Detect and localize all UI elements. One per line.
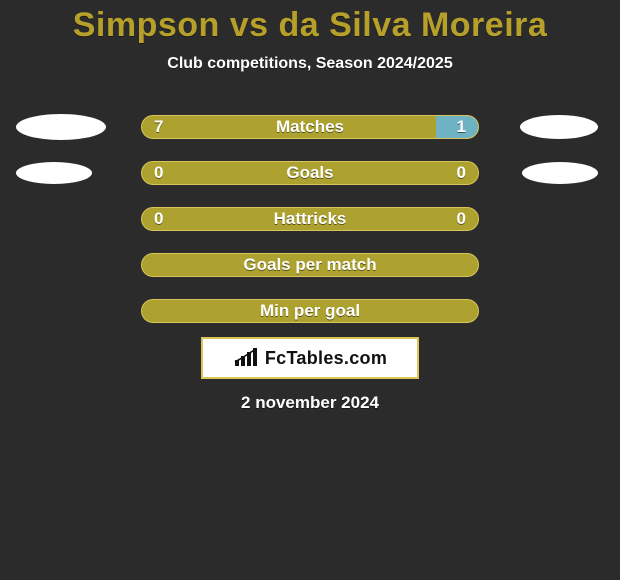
source-badge: FcTables.com [201, 337, 419, 379]
date-text: 2 november 2024 [0, 393, 620, 413]
stat-row: Matches71 [0, 115, 620, 139]
stat-row: Goals per match [0, 253, 620, 277]
page-root: Simpson vs da Silva Moreira Club competi… [0, 0, 620, 580]
bar-left-fill [142, 254, 478, 276]
stats-rows: Matches71Goals00Hattricks00Goals per mat… [0, 115, 620, 323]
stat-bar: Min per goal [141, 299, 479, 323]
stat-left-value: 0 [154, 209, 163, 229]
stat-bar: Goals00 [141, 161, 479, 185]
stat-right-value: 0 [457, 163, 466, 183]
stat-right-value: 0 [457, 209, 466, 229]
side-ellipse [16, 114, 106, 140]
side-ellipse [520, 115, 598, 139]
stat-bar: Goals per match [141, 253, 479, 277]
bars-icon [233, 348, 259, 368]
page-title: Simpson vs da Silva Moreira [0, 0, 620, 45]
bar-left-fill [142, 162, 478, 184]
bar-left-fill [142, 116, 436, 138]
stat-row: Goals00 [0, 161, 620, 185]
stat-left-value: 7 [154, 117, 163, 137]
side-ellipse [522, 162, 598, 184]
bar-left-fill [142, 300, 478, 322]
bar-left-fill [142, 208, 478, 230]
stat-left-value: 0 [154, 163, 163, 183]
stat-right-value: 1 [457, 117, 466, 137]
stat-bar: Hattricks00 [141, 207, 479, 231]
source-badge-text: FcTables.com [265, 348, 387, 369]
stat-row: Hattricks00 [0, 207, 620, 231]
stat-bar: Matches71 [141, 115, 479, 139]
stat-row: Min per goal [0, 299, 620, 323]
subtitle: Club competitions, Season 2024/2025 [0, 55, 620, 73]
side-ellipse [16, 162, 92, 184]
